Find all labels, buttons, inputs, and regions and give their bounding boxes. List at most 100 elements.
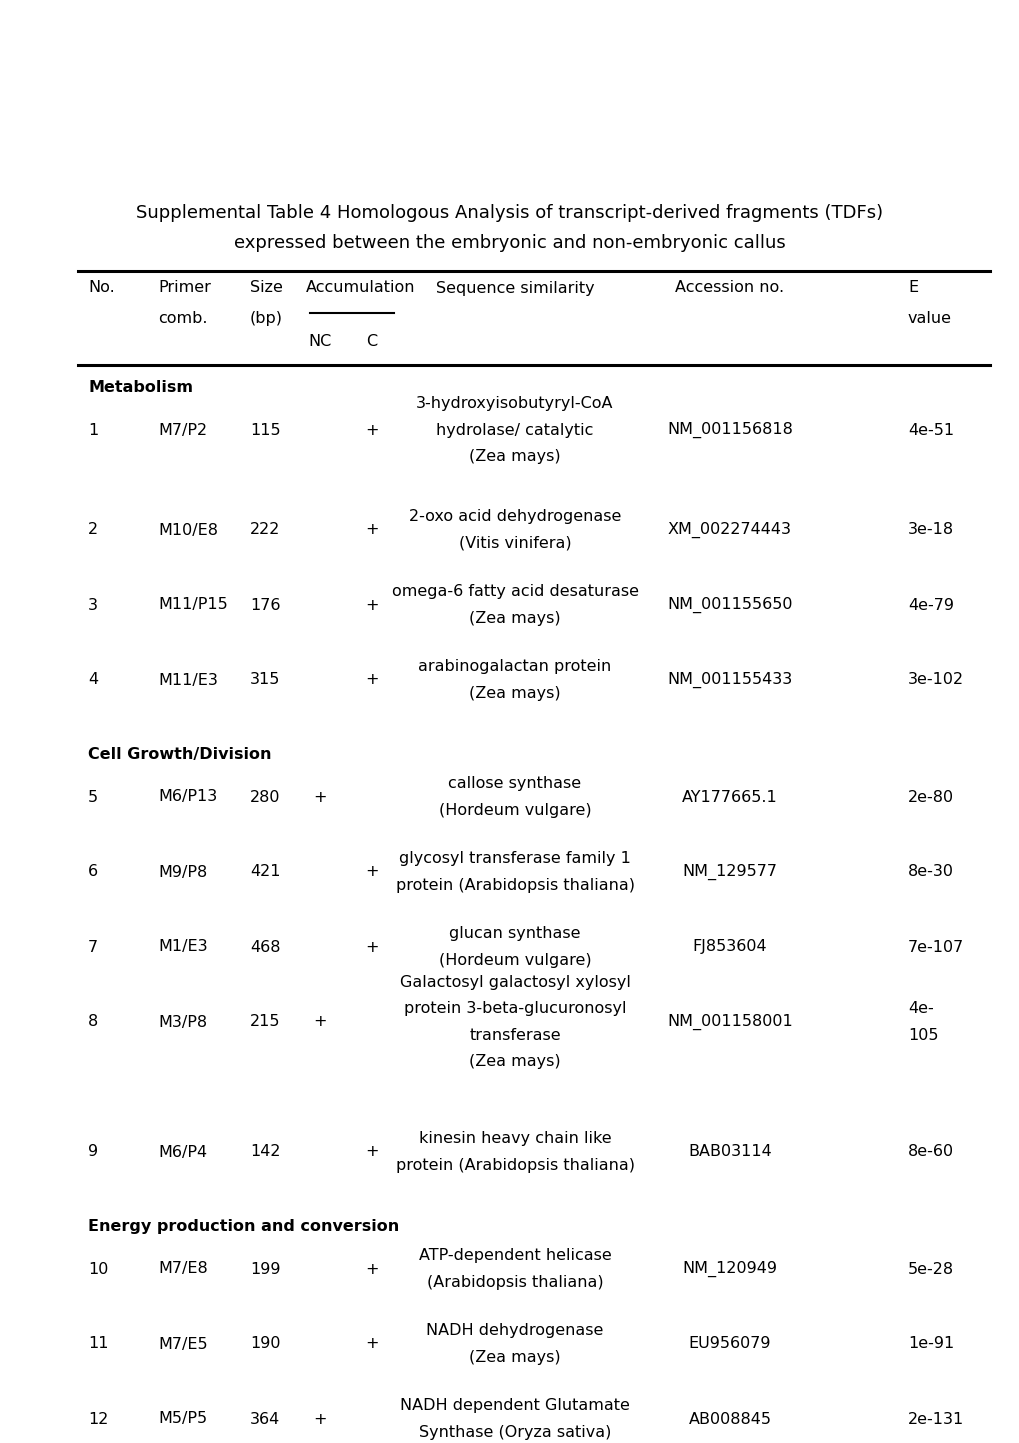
Text: 2e-80: 2e-80 bbox=[907, 789, 953, 805]
Text: (Hordeum vulgare): (Hordeum vulgare) bbox=[438, 802, 591, 818]
Text: Energy production and conversion: Energy production and conversion bbox=[88, 1219, 398, 1235]
Text: NM_001155650: NM_001155650 bbox=[666, 597, 792, 613]
Text: M7/E5: M7/E5 bbox=[158, 1336, 208, 1352]
Text: NC: NC bbox=[308, 333, 331, 349]
Text: (Zea mays): (Zea mays) bbox=[469, 610, 560, 626]
Text: 315: 315 bbox=[250, 672, 280, 687]
Text: 3: 3 bbox=[88, 597, 98, 612]
Text: +: + bbox=[365, 1144, 378, 1160]
Text: Accumulation: Accumulation bbox=[306, 280, 416, 296]
Text: NM_001158001: NM_001158001 bbox=[666, 1014, 792, 1030]
Text: 280: 280 bbox=[250, 789, 280, 805]
Text: M3/P8: M3/P8 bbox=[158, 1014, 207, 1029]
Text: value: value bbox=[907, 310, 951, 326]
Text: 105: 105 bbox=[907, 1027, 937, 1043]
Text: +: + bbox=[313, 789, 326, 805]
Text: M7/P2: M7/P2 bbox=[158, 423, 207, 437]
Text: 222: 222 bbox=[250, 522, 280, 537]
Text: (bp): (bp) bbox=[250, 310, 282, 326]
Text: +: + bbox=[365, 522, 378, 537]
Text: 3-hydroxyisobutyryl-CoA: 3-hydroxyisobutyryl-CoA bbox=[416, 395, 613, 411]
Text: 4e-51: 4e-51 bbox=[907, 423, 953, 437]
Text: 199: 199 bbox=[250, 1261, 280, 1277]
Text: (Zea mays): (Zea mays) bbox=[469, 1055, 560, 1069]
Text: (Zea mays): (Zea mays) bbox=[469, 685, 560, 701]
Text: Synthase (Oryza sativa): Synthase (Oryza sativa) bbox=[419, 1424, 610, 1440]
Text: EU956079: EU956079 bbox=[688, 1336, 770, 1352]
Text: 9: 9 bbox=[88, 1144, 98, 1160]
Text: 4: 4 bbox=[88, 672, 98, 687]
Text: kinesin heavy chain like: kinesin heavy chain like bbox=[418, 1131, 610, 1146]
Text: NADH dependent Glutamate: NADH dependent Glutamate bbox=[399, 1398, 630, 1413]
Text: M7/E8: M7/E8 bbox=[158, 1261, 208, 1277]
Text: 10: 10 bbox=[88, 1261, 108, 1277]
Text: 421: 421 bbox=[250, 864, 280, 879]
Text: transferase: transferase bbox=[469, 1027, 560, 1043]
Text: 6: 6 bbox=[88, 864, 98, 879]
Text: hydrolase/ catalytic: hydrolase/ catalytic bbox=[436, 423, 593, 437]
Text: 4e-79: 4e-79 bbox=[907, 597, 953, 612]
Text: (Zea mays): (Zea mays) bbox=[469, 449, 560, 465]
Text: protein 3-beta-glucuronosyl: protein 3-beta-glucuronosyl bbox=[404, 1001, 626, 1016]
Text: NM_001156818: NM_001156818 bbox=[666, 421, 792, 439]
Text: arabinogalactan protein: arabinogalactan protein bbox=[418, 659, 611, 674]
Text: 12: 12 bbox=[88, 1411, 108, 1427]
Text: (Vitis vinifera): (Vitis vinifera) bbox=[459, 535, 571, 551]
Text: +: + bbox=[313, 1014, 326, 1029]
Text: 7e-107: 7e-107 bbox=[907, 939, 963, 954]
Text: ATP-dependent helicase: ATP-dependent helicase bbox=[418, 1248, 610, 1263]
Text: Size: Size bbox=[250, 280, 282, 296]
Text: E: E bbox=[907, 280, 917, 296]
Text: 142: 142 bbox=[250, 1144, 280, 1160]
Text: NADH dehydrogenase: NADH dehydrogenase bbox=[426, 1323, 603, 1338]
Text: 7: 7 bbox=[88, 939, 98, 954]
Text: 176: 176 bbox=[250, 597, 280, 612]
Text: BAB03114: BAB03114 bbox=[688, 1144, 771, 1160]
Text: 364: 364 bbox=[250, 1411, 280, 1427]
Text: Galactosyl galactosyl xylosyl: Galactosyl galactosyl xylosyl bbox=[399, 975, 630, 990]
Text: +: + bbox=[313, 1411, 326, 1427]
Text: 215: 215 bbox=[250, 1014, 280, 1029]
Text: Cell Growth/Division: Cell Growth/Division bbox=[88, 747, 271, 762]
Text: 8e-60: 8e-60 bbox=[907, 1144, 953, 1160]
Text: 2-oxo acid dehydrogenase: 2-oxo acid dehydrogenase bbox=[409, 509, 621, 524]
Text: +: + bbox=[365, 1336, 378, 1352]
Text: 1e-91: 1e-91 bbox=[907, 1336, 954, 1352]
Text: 2e-131: 2e-131 bbox=[907, 1411, 963, 1427]
Text: +: + bbox=[365, 939, 378, 954]
Text: M6/P4: M6/P4 bbox=[158, 1144, 207, 1160]
Text: AB008845: AB008845 bbox=[688, 1411, 770, 1427]
Text: M11/E3: M11/E3 bbox=[158, 672, 218, 687]
Text: M11/P15: M11/P15 bbox=[158, 597, 227, 612]
Text: +: + bbox=[365, 672, 378, 687]
Text: glycosyl transferase family 1: glycosyl transferase family 1 bbox=[398, 851, 631, 866]
Text: (Zea mays): (Zea mays) bbox=[469, 1349, 560, 1365]
Text: AY177665.1: AY177665.1 bbox=[682, 789, 777, 805]
Text: 115: 115 bbox=[250, 423, 280, 437]
Text: NM_129577: NM_129577 bbox=[682, 864, 776, 880]
Text: (Hordeum vulgare): (Hordeum vulgare) bbox=[438, 952, 591, 968]
Text: 2: 2 bbox=[88, 522, 98, 537]
Text: M6/P13: M6/P13 bbox=[158, 789, 217, 805]
Text: M9/P8: M9/P8 bbox=[158, 864, 207, 879]
Text: +: + bbox=[365, 597, 378, 612]
Text: NM_001155433: NM_001155433 bbox=[666, 672, 792, 688]
Text: +: + bbox=[365, 423, 378, 437]
Text: comb.: comb. bbox=[158, 310, 207, 326]
Text: +: + bbox=[365, 1261, 378, 1277]
Text: 468: 468 bbox=[250, 939, 280, 954]
Text: callose synthase: callose synthase bbox=[448, 776, 581, 791]
Text: 4e-: 4e- bbox=[907, 1001, 932, 1016]
Text: 1: 1 bbox=[88, 423, 98, 437]
Text: Primer: Primer bbox=[158, 280, 211, 296]
Text: glucan synthase: glucan synthase bbox=[448, 926, 580, 941]
Text: 8: 8 bbox=[88, 1014, 98, 1029]
Text: protein (Arabidopsis thaliana): protein (Arabidopsis thaliana) bbox=[395, 877, 634, 893]
Text: NM_120949: NM_120949 bbox=[682, 1261, 776, 1277]
Text: Sequence similarity: Sequence similarity bbox=[435, 280, 594, 296]
Text: FJ853604: FJ853604 bbox=[692, 939, 766, 954]
Text: Accession no.: Accession no. bbox=[675, 280, 784, 296]
Text: 5: 5 bbox=[88, 789, 98, 805]
Text: 190: 190 bbox=[250, 1336, 280, 1352]
Text: 3e-102: 3e-102 bbox=[907, 672, 963, 687]
